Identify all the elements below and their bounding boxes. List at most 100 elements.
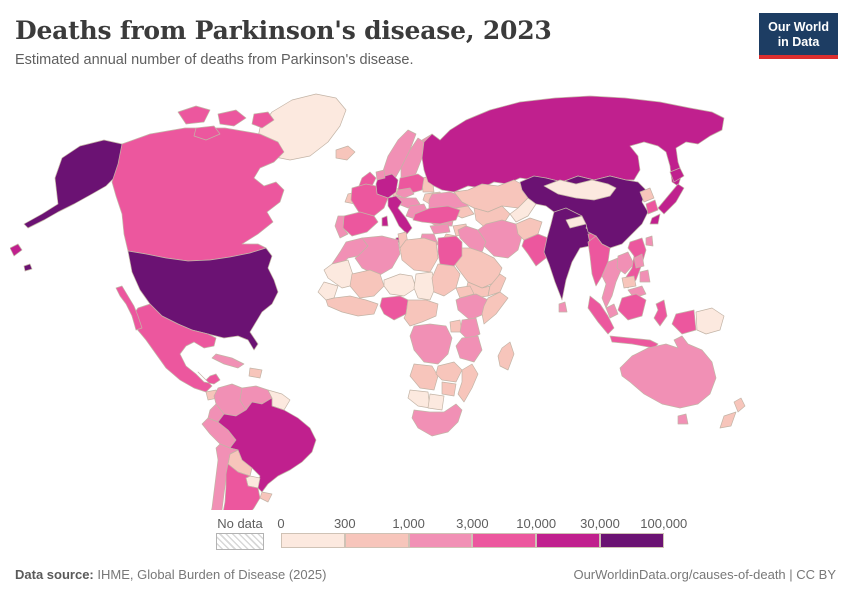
country-libya[interactable] xyxy=(399,237,439,273)
country-laos[interactable] xyxy=(616,251,635,275)
country-italy-sardinia[interactable] xyxy=(381,215,389,227)
footer-link[interactable]: OurWorldinData.org/causes-of-death | CC … xyxy=(573,567,836,582)
country-russia-fragment[interactable] xyxy=(10,243,23,257)
country-niger[interactable] xyxy=(383,273,417,297)
legend-bin-swatch[interactable] xyxy=(536,533,600,548)
country-chad[interactable] xyxy=(413,271,437,301)
data-source-note: Data source: IHME, Global Burden of Dise… xyxy=(15,567,326,582)
country-indonesia-sulawesi[interactable] xyxy=(653,299,668,327)
country-chile[interactable] xyxy=(208,443,239,510)
country-spain[interactable] xyxy=(342,211,379,237)
country-somalia[interactable] xyxy=(481,291,509,325)
country-new-zealand-north[interactable] xyxy=(733,397,746,413)
country-ghana[interactable] xyxy=(325,295,379,317)
country-new-zealand-south[interactable] xyxy=(719,411,737,429)
legend-bin-swatch[interactable] xyxy=(472,533,537,548)
country-egypt[interactable] xyxy=(437,235,463,267)
country-indonesia-kalimantan[interactable] xyxy=(617,293,647,321)
legend-no-data-label: No data xyxy=(217,516,263,531)
country-mongolia[interactable] xyxy=(543,179,617,201)
country-mexico[interactable] xyxy=(131,303,221,393)
country-papua-new-guinea[interactable] xyxy=(695,307,725,335)
legend-tick: 10,000 xyxy=(516,516,557,531)
legend-bin-swatch[interactable] xyxy=(408,533,473,548)
country-uruguay[interactable] xyxy=(259,491,273,503)
data-source-label: Data source: xyxy=(15,567,94,582)
country-senegal[interactable] xyxy=(317,281,339,301)
legend-bin-swatch[interactable] xyxy=(281,533,345,548)
country-usa-hawaii[interactable] xyxy=(23,263,33,272)
country-sudan[interactable] xyxy=(431,263,461,297)
legend-no-data-swatch[interactable] xyxy=(216,533,264,550)
legend-tick: 300 xyxy=(333,516,356,531)
country-turkey[interactable] xyxy=(412,205,461,225)
legend-bin-swatch[interactable] xyxy=(600,533,664,548)
country-iraq[interactable] xyxy=(457,225,487,253)
legend-tick: 3,000 xyxy=(456,516,489,531)
country-south-korea[interactable] xyxy=(645,199,659,215)
country-cambodia[interactable] xyxy=(621,275,637,289)
country-indonesia-papua[interactable] xyxy=(671,309,697,335)
country-canada-arctic-1[interactable] xyxy=(177,105,211,125)
country-mozambique[interactable] xyxy=(457,363,479,403)
country-indonesia-java[interactable] xyxy=(609,335,659,349)
country-canada-arctic-4[interactable] xyxy=(193,125,221,141)
country-argentina[interactable] xyxy=(219,463,261,510)
country-mexico-baja[interactable] xyxy=(115,285,143,331)
data-source-text: IHME, Global Burden of Disease (2025) xyxy=(93,567,327,582)
country-north-korea[interactable] xyxy=(639,187,655,203)
country-netherlands[interactable] xyxy=(375,169,386,181)
country-dominican-republic[interactable] xyxy=(248,367,263,379)
country-south-africa[interactable] xyxy=(411,403,463,437)
country-iran[interactable] xyxy=(477,219,523,259)
map-countries xyxy=(10,93,746,510)
country-eritrea[interactable] xyxy=(455,285,475,299)
owid-logo[interactable]: Our World in Data xyxy=(759,13,838,59)
country-philippines-luzon[interactable] xyxy=(633,253,645,269)
country-namibia[interactable] xyxy=(407,389,431,409)
country-bulgaria[interactable] xyxy=(429,223,451,235)
country-taiwan[interactable] xyxy=(645,235,654,247)
country-canada-arctic-3[interactable] xyxy=(251,111,275,129)
country-ethiopia[interactable] xyxy=(455,293,489,321)
country-japan-kyushu[interactable] xyxy=(649,213,661,225)
country-angola[interactable] xyxy=(409,363,439,391)
country-brazil[interactable] xyxy=(217,397,317,493)
country-nigeria[interactable] xyxy=(379,295,409,321)
country-indonesia-sumatra[interactable] xyxy=(587,295,615,335)
country-france[interactable] xyxy=(350,183,389,217)
country-sri-lanka[interactable] xyxy=(558,301,568,313)
legend-bin-swatch[interactable] xyxy=(344,533,409,548)
country-japan-hokkaido[interactable] xyxy=(669,167,685,183)
country-myanmar[interactable] xyxy=(587,235,611,287)
country-japan-honshu[interactable] xyxy=(657,183,685,215)
country-canada-arctic-2[interactable] xyxy=(217,109,247,127)
country-portugal[interactable] xyxy=(334,215,349,239)
country-cameroon[interactable] xyxy=(403,299,439,327)
country-italy[interactable] xyxy=(387,195,413,235)
country-philippines-mindanao[interactable] xyxy=(639,269,651,283)
country-czechia[interactable] xyxy=(395,187,415,199)
country-oman[interactable] xyxy=(487,273,507,297)
legend-tick: 0 xyxy=(277,516,285,531)
legend-tick: 100,000 xyxy=(640,516,688,531)
country-mali[interactable] xyxy=(349,269,385,299)
country-usa-alaska[interactable] xyxy=(23,139,127,229)
country-tanzania[interactable] xyxy=(455,335,483,363)
country-botswana[interactable] xyxy=(427,393,445,411)
country-china[interactable] xyxy=(519,175,649,249)
country-madagascar[interactable] xyxy=(497,341,515,371)
country-australia-tasmania[interactable] xyxy=(677,413,689,425)
country-zimbabwe[interactable] xyxy=(441,381,457,397)
country-australia[interactable] xyxy=(619,335,717,409)
country-dr-congo[interactable] xyxy=(409,323,453,365)
country-germany[interactable] xyxy=(375,173,399,199)
country-canada[interactable] xyxy=(111,127,285,262)
country-saudi-arabia[interactable] xyxy=(449,247,503,289)
country-cuba[interactable] xyxy=(211,353,245,369)
country-zambia[interactable] xyxy=(435,361,463,383)
country-malaysia[interactable] xyxy=(605,303,619,319)
map-legend: No data 0 300 1,000 3,000 10,000 30,000 100,00… xyxy=(0,514,850,556)
country-iceland[interactable] xyxy=(335,145,356,161)
